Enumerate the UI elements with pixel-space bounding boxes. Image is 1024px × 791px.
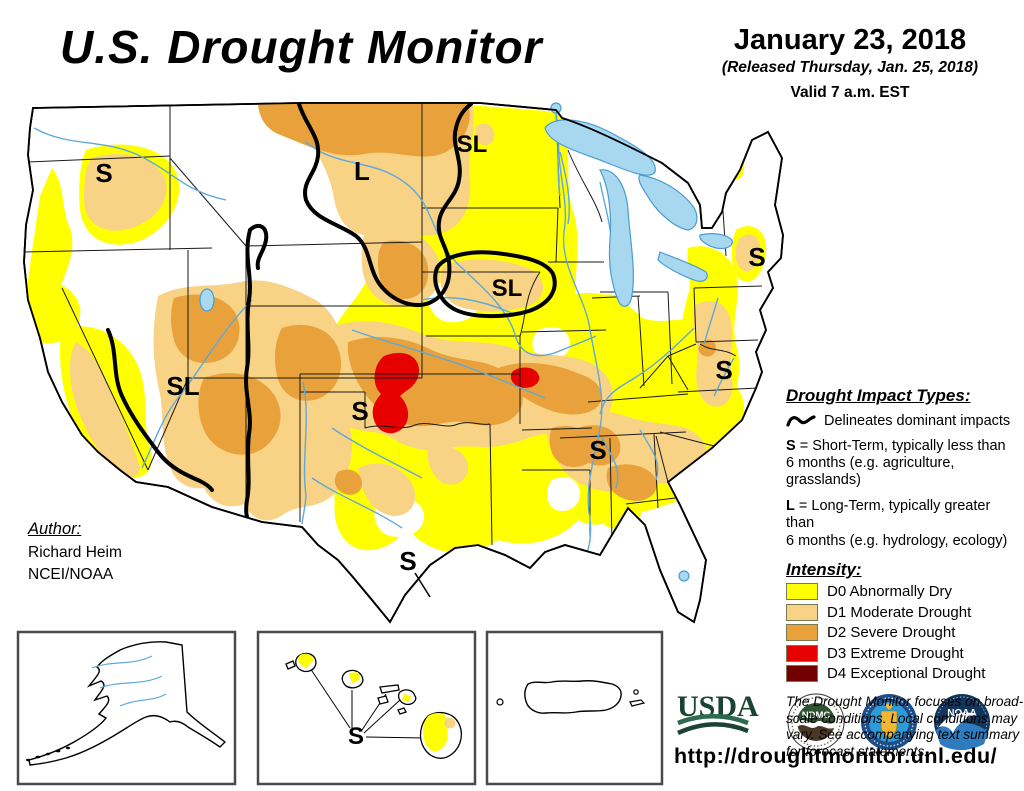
impact-types-title: Drought Impact Types: [786, 386, 971, 405]
d1-label: D1 Moderate Drought [827, 603, 972, 621]
map-label-oregon: S [95, 158, 112, 188]
rivers [33, 111, 735, 561]
legend-row-d3: D3 Extreme Drought [786, 644, 1020, 662]
coastline [23, 102, 784, 624]
d3-regions [372, 352, 540, 434]
s-texas-pointer-line [414, 572, 431, 598]
map-label-s-texas: S [399, 546, 416, 576]
d2-label: D2 Severe Drought [827, 624, 956, 642]
intensity-title: Intensity: [786, 559, 862, 579]
impact-line-icon [786, 415, 816, 427]
short-term-letter: S [786, 438, 796, 454]
d4-label: D4 Exceptional Drought [827, 665, 986, 683]
author-block: Author: Richard Heim NCEI/NOAA [28, 518, 122, 587]
author-org: NCEI/NOAA [28, 566, 114, 584]
usda-logo: USDA [677, 690, 759, 736]
hawaii-inset: S [256, 630, 477, 786]
website-url[interactable]: http://droughtmonitor.unl.edu/ [674, 744, 998, 768]
noaa-logo: NOAA [934, 694, 990, 750]
valid-time: Valid 7 a.m. EST [790, 84, 910, 101]
d3-label: D3 Extreme Drought [827, 644, 964, 662]
long-term-letter: L [786, 498, 795, 515]
map-label-hawaii: S [348, 723, 364, 750]
author-heading: Author: [28, 520, 82, 538]
long-term-line2: 6 months (e.g. hydrology, ecology) [786, 532, 1008, 549]
d2-swatch [786, 624, 818, 642]
map-date: January 23, 2018 [733, 24, 967, 56]
legend-row-d1: D1 Moderate Drought [786, 603, 1020, 621]
author-name: Richard Heim [28, 543, 122, 561]
d1-swatch [786, 603, 818, 621]
state-borders [24, 103, 763, 546]
legend-panel: Drought Impact Types: Delineates dominan… [786, 386, 1023, 760]
pr-small-islands [496, 689, 646, 707]
d0-label: D0 Abnormally Dry [827, 583, 953, 601]
legend-row-d2: D2 Severe Drought [786, 624, 1020, 642]
ndmc-wordmark: NDMC [802, 710, 831, 721]
date-block: January 23, 2018 (Released Thursday, Jan… [688, 24, 1012, 102]
legend-row-d4: D4 Exceptional Drought [786, 665, 1020, 683]
long-term-definition: L = Long-Term, typically greater than 6 … [786, 498, 1020, 549]
map-label-s-plains: S [351, 396, 368, 426]
alaska-rivers [91, 655, 167, 707]
short-term-line2: 6 months (e.g. agriculture, grasslands) [786, 455, 955, 489]
great-lakes [199, 102, 733, 582]
release-date: (Released Thursday, Jan. 25, 2018) [721, 59, 979, 76]
d3-swatch [786, 644, 818, 662]
legend-row-d0: D0 Abnormally Dry [786, 583, 1020, 601]
short-term-line1: = Short-Term, typically less than [795, 438, 1006, 454]
aleutian-islands [26, 746, 70, 762]
alaska-inset [16, 630, 237, 786]
disclaimer-text: The Drought Monitor focuses on broad-sca… [786, 694, 1024, 759]
map-label-montana: L [354, 156, 370, 186]
page-title: U.S. Drought Monitor [60, 21, 543, 73]
map-label-alabama: S [589, 435, 606, 465]
long-term-line1: = Long-Term, typically greater than [786, 498, 991, 532]
d0-swatch [786, 583, 818, 601]
ndmc-logo: NDMC [787, 693, 845, 751]
short-term-definition: S = Short-Term, typically less than 6 mo… [786, 438, 1020, 489]
noaa-wordmark: NOAA [947, 708, 976, 719]
map-label-n-minnesota: SL [457, 131, 488, 158]
map-label-pennsylvania: S [748, 242, 765, 272]
puerto-rico-outline [524, 680, 622, 714]
delineates-label: Delineates dominant impacts [824, 413, 1011, 429]
map-label-southwest: SL [166, 371, 199, 401]
map-label-iowa: SL [492, 275, 523, 302]
map-label-carolinas: S [715, 355, 732, 385]
puerto-rico-inset [485, 630, 664, 786]
impact-delineation-lines [106, 103, 557, 526]
d4-swatch [786, 665, 818, 683]
doc-logo [861, 694, 917, 750]
